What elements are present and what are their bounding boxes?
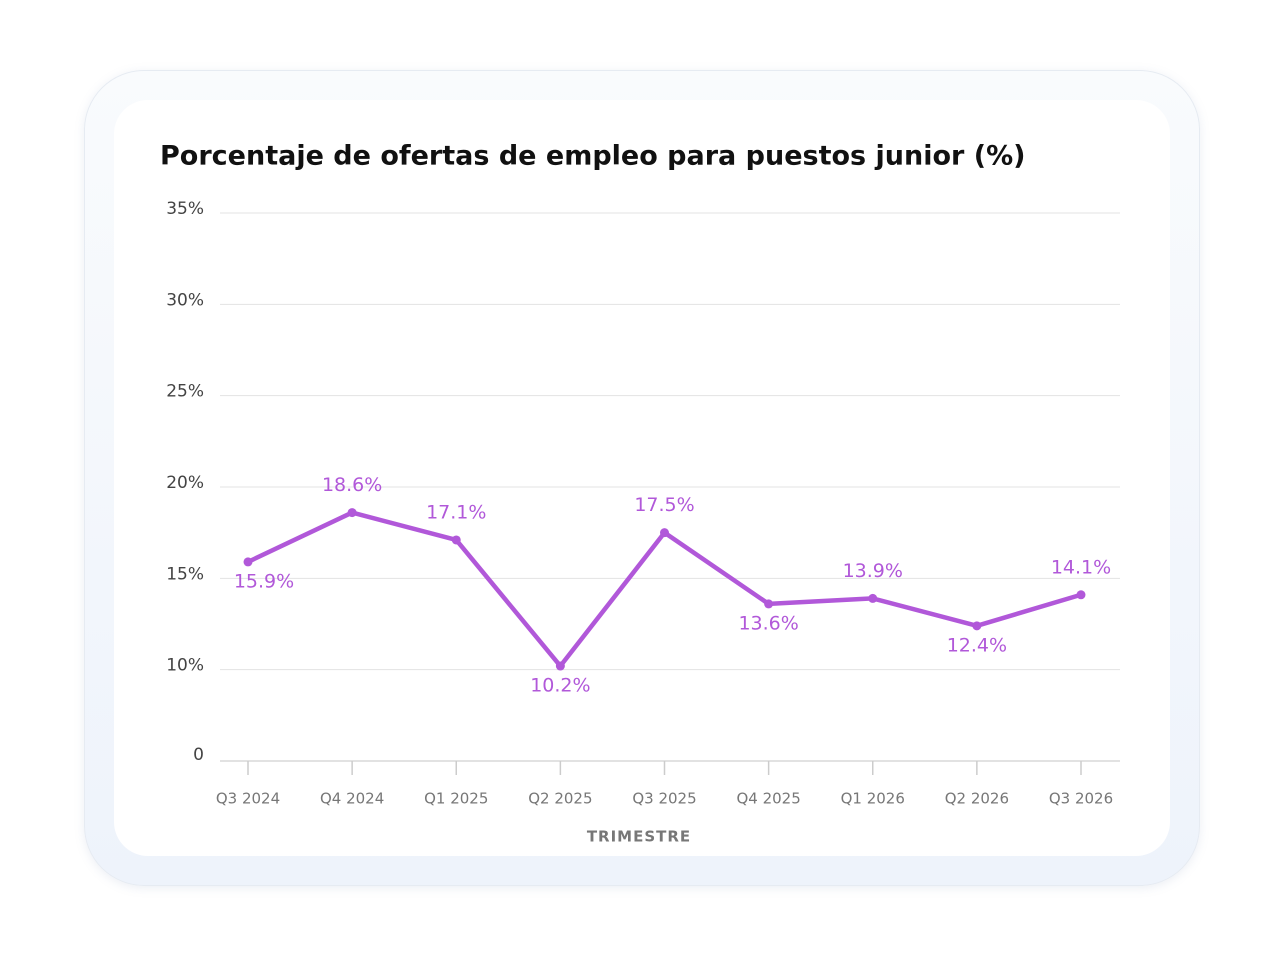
data-point (972, 621, 982, 631)
data-point (451, 535, 461, 545)
data-point (555, 661, 565, 671)
chart-title: Porcentaje de ofertas de empleo para pue… (160, 141, 1025, 172)
data-label: 18.6% (322, 474, 382, 496)
x-tick-label: Q3 2024 (216, 790, 280, 808)
card (114, 100, 1170, 856)
y-tick-label: 15% (166, 564, 204, 584)
data-point (764, 599, 774, 609)
x-tick-label: Q2 2026 (945, 790, 1009, 808)
data-label: 17.5% (634, 494, 694, 516)
x-tick-label: Q3 2026 (1049, 790, 1113, 808)
data-label: 10.2% (530, 675, 590, 697)
x-tick-label: Q1 2026 (841, 790, 905, 808)
data-label: 12.4% (947, 634, 1007, 656)
y-tick-label: 10% (166, 656, 204, 676)
data-point (347, 508, 357, 518)
data-label: 15.9% (234, 570, 294, 592)
y-tick-label: 20% (166, 473, 204, 493)
data-point (243, 557, 253, 567)
x-tick-label: Q2 2025 (528, 790, 592, 808)
x-tick-label: Q1 2025 (424, 790, 488, 808)
x-axis-title: TRIMESTRE (587, 828, 691, 846)
x-tick-label: Q3 2025 (632, 790, 696, 808)
y-origin-label: 0 (193, 745, 204, 765)
y-tick-label: 35% (166, 199, 204, 219)
data-label: 14.1% (1051, 556, 1111, 578)
data-label: 17.1% (426, 501, 486, 523)
data-point (660, 528, 669, 538)
data-point (1076, 590, 1086, 600)
data-label: 13.9% (843, 560, 903, 582)
x-tick-label: Q4 2025 (736, 790, 800, 808)
data-point (868, 593, 878, 603)
x-tick-label: Q4 2024 (320, 790, 384, 808)
data-label: 13.6% (738, 612, 798, 634)
y-tick-label: 25% (166, 382, 204, 402)
y-tick-label: 30% (166, 290, 204, 310)
